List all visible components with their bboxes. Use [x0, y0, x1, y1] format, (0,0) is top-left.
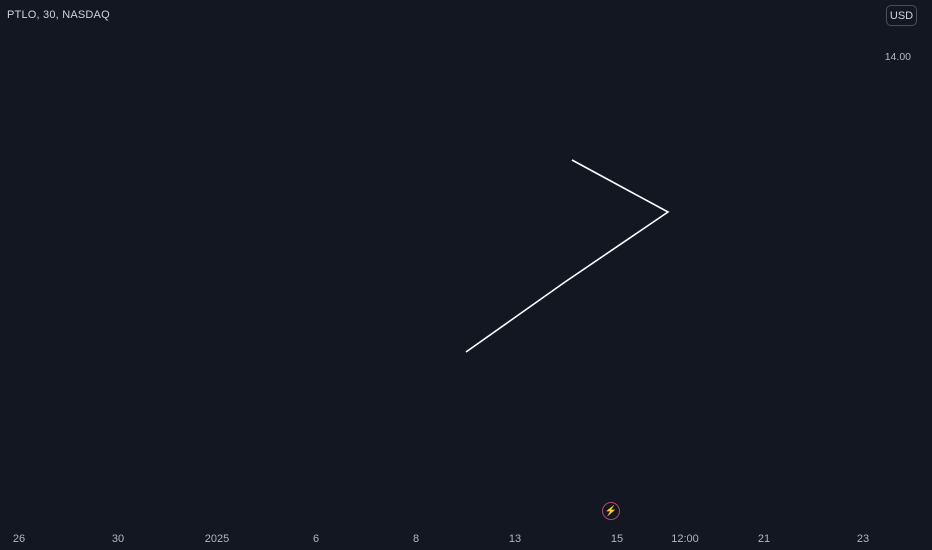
triangle-pattern[interactable] — [465, 159, 670, 353]
time-tick-label: 6 — [313, 533, 319, 545]
time-tick-label: 13 — [509, 533, 521, 545]
time-tick-label: 2025 — [205, 533, 229, 545]
price-tick-label: 14.00 — [885, 51, 911, 63]
lightning-icon[interactable]: ⚡ — [602, 502, 620, 520]
time-tick-label: 12:00 — [671, 533, 699, 545]
time-tick-label: 8 — [413, 533, 419, 545]
time-tick-label: 23 — [857, 533, 869, 545]
symbol-title[interactable]: PTLO, 30, NASDAQ — [7, 9, 110, 21]
currency-button[interactable]: USD — [886, 5, 917, 26]
time-tick-label: 30 — [112, 533, 124, 545]
time-tick-label: 26 — [13, 533, 25, 545]
time-tick-label: 21 — [758, 533, 770, 545]
time-tick-label: 15 — [611, 533, 623, 545]
